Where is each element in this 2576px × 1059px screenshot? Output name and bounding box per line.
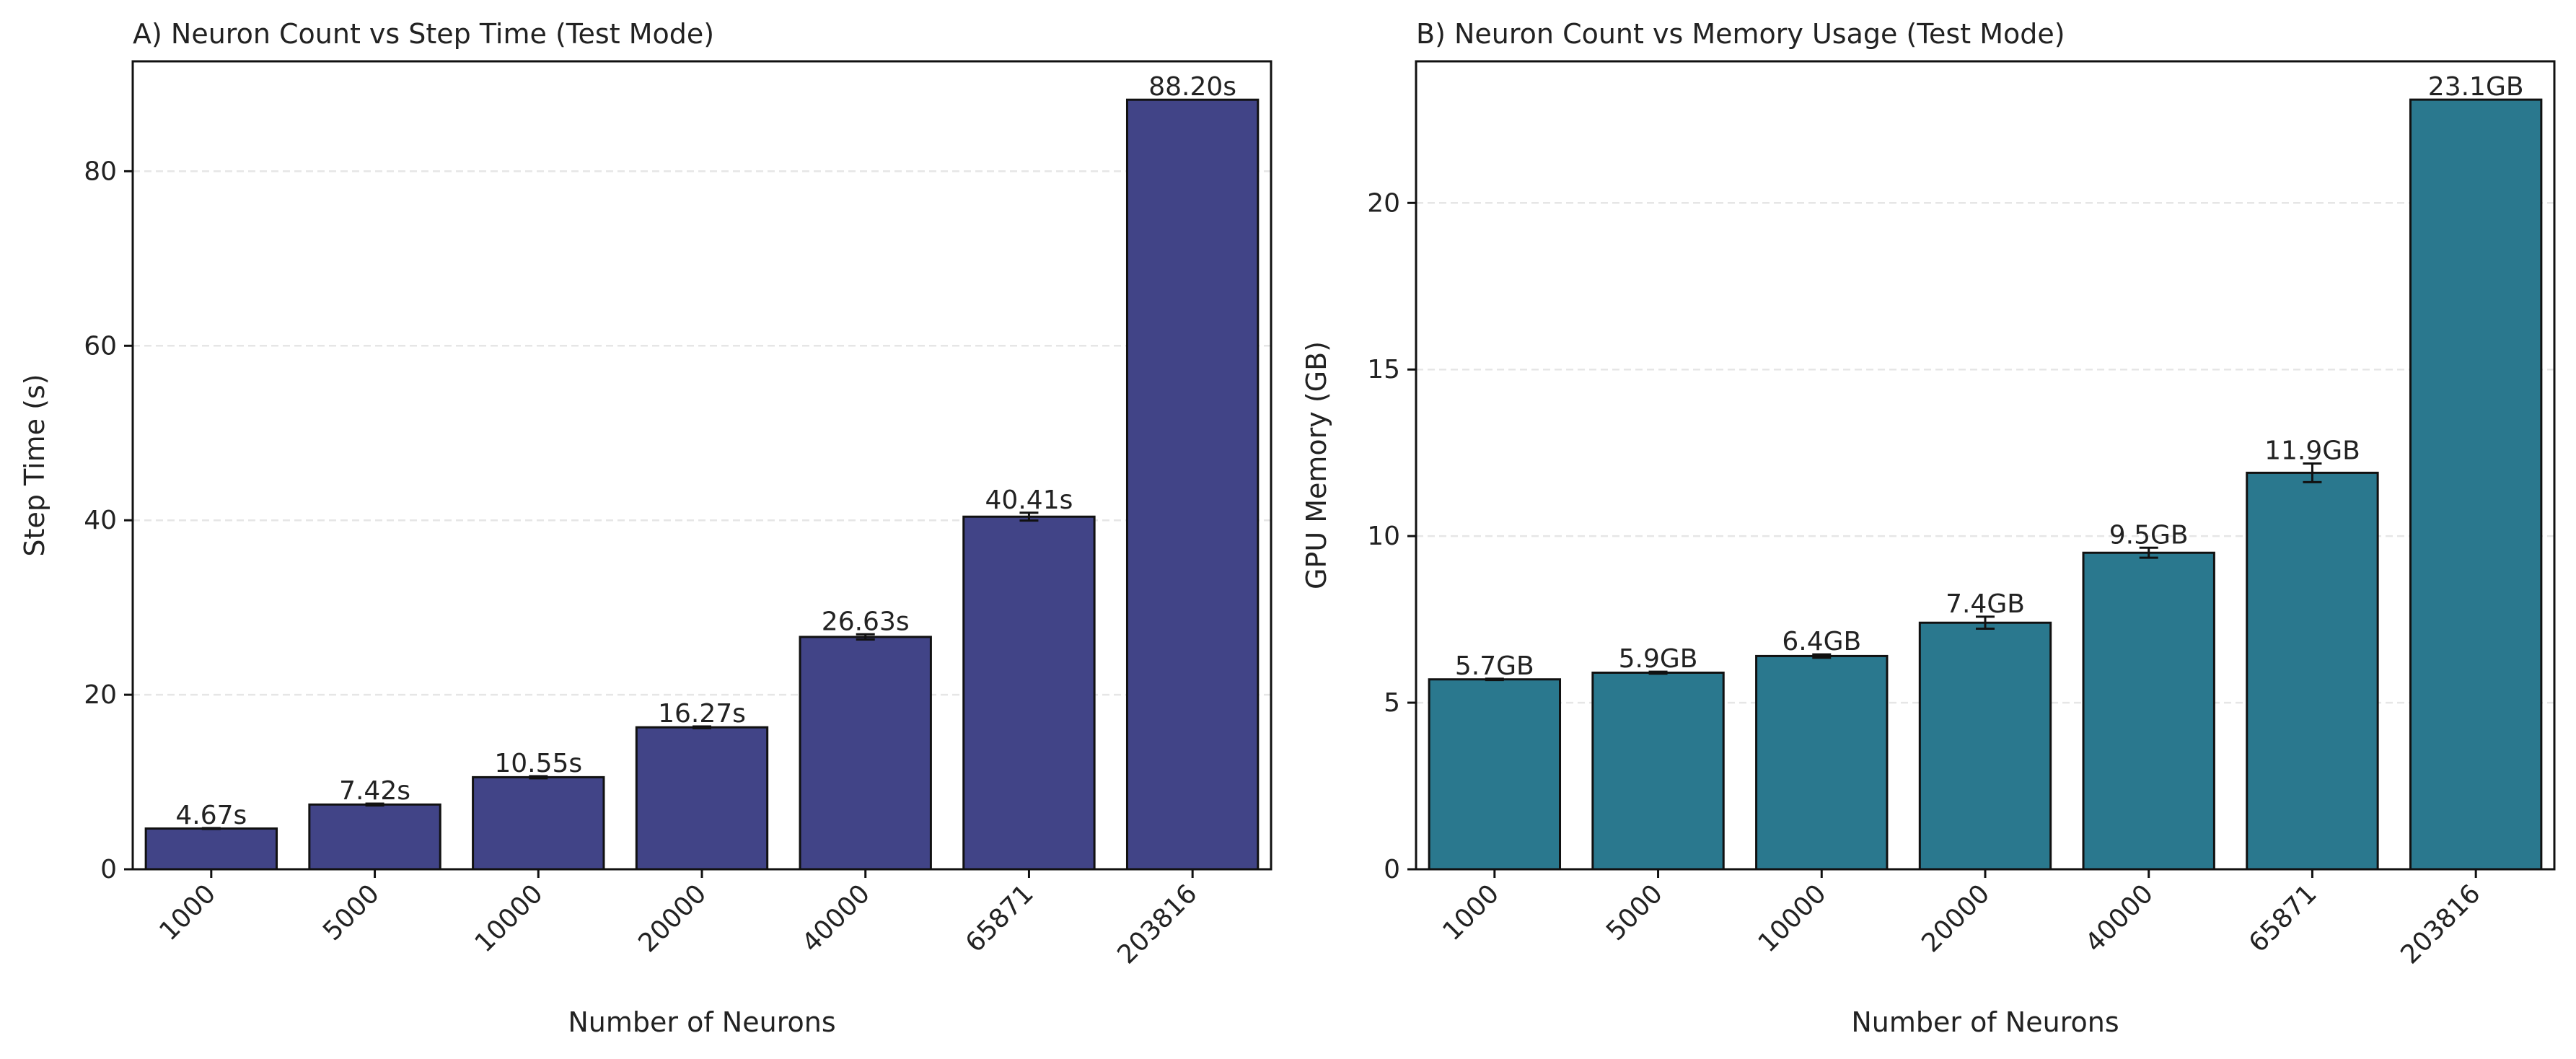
- x-tick-label: 65871: [960, 879, 1039, 958]
- bar: [1125, 98, 1260, 871]
- bar: [1428, 678, 1562, 871]
- chart-title: A) Neuron Count vs Step Time (Test Mode): [133, 18, 714, 50]
- y-tick-label: 0: [100, 855, 117, 884]
- x-tick-label: 1000: [154, 879, 221, 946]
- x-tick-label: 10000: [470, 879, 549, 958]
- x-tick-label: 1000: [1437, 879, 1505, 946]
- x-axis-label: Number of Neurons: [568, 1006, 835, 1038]
- data-label: 5.7GB: [1455, 651, 1534, 681]
- y-axis-label: Step Time (s): [19, 374, 50, 556]
- x-tick-label: 20000: [633, 879, 712, 958]
- bar: [472, 775, 605, 871]
- x-tick-label: 5000: [1601, 879, 1669, 946]
- chart-panel-a: 4.67s 1000 7.42s 5000 10.55s 10000 16.27s 20000…: [19, 18, 1272, 1038]
- data-label: 7.4GB: [1946, 589, 2025, 619]
- x-tick-label: 40000: [796, 879, 876, 958]
- y-tick-label: 20: [1367, 188, 1400, 218]
- data-label: 9.5GB: [2109, 520, 2189, 550]
- data-label: 4.67s: [175, 801, 247, 830]
- x-tick-label: 10000: [1753, 879, 1832, 958]
- bar: [1918, 621, 2052, 871]
- bar: [962, 515, 1096, 871]
- data-label: 23.1GB: [2428, 72, 2524, 102]
- bar: [1755, 654, 1889, 871]
- y-tick-label: 20: [84, 680, 117, 710]
- y-tick-label: 15: [1367, 355, 1400, 385]
- x-tick-label: 40000: [2080, 879, 2159, 958]
- data-label: 40.41s: [985, 485, 1073, 515]
- x-tick-label: 5000: [317, 879, 385, 946]
- bar: [799, 636, 932, 871]
- x-tick-label: 203816: [2395, 879, 2486, 970]
- bar: [308, 803, 441, 871]
- y-tick-label: 0: [1384, 855, 1400, 884]
- data-label: 26.63s: [822, 607, 910, 636]
- plot-frame: [131, 60, 1272, 871]
- chart-panel-b: 5.7GB 1000 5.9GB 5000 6.4GB 10000 7.4GB 20000 9.…: [1301, 18, 2556, 1038]
- data-label: 11.9GB: [2264, 436, 2360, 465]
- bar: [635, 726, 769, 871]
- x-axis-label: Number of Neurons: [1851, 1006, 2119, 1038]
- data-label: 6.4GB: [1782, 627, 1861, 656]
- y-tick-label: 40: [84, 506, 117, 535]
- bar: [2082, 551, 2215, 871]
- y-tick-label: 80: [84, 157, 117, 186]
- x-tick-label: 20000: [1916, 879, 1995, 958]
- y-tick-label: 10: [1367, 522, 1400, 551]
- bar: [2246, 471, 2379, 871]
- y-tick-label: 60: [84, 331, 117, 361]
- y-tick-label: 5: [1384, 688, 1400, 718]
- data-label: 10.55s: [494, 749, 582, 778]
- chart-title: B) Neuron Count vs Memory Usage (Test Mo…: [1416, 18, 2065, 50]
- data-label: 88.20s: [1148, 72, 1236, 102]
- x-tick-label: 203816: [1112, 879, 1203, 970]
- plot-frame: [1415, 60, 2556, 871]
- data-label: 5.9GB: [1619, 644, 1698, 674]
- bar: [2409, 98, 2543, 871]
- data-label: 16.27s: [658, 699, 746, 729]
- y-axis-label: GPU Memory (GB): [1301, 341, 1332, 589]
- data-label: 7.42s: [339, 776, 410, 806]
- bar: [144, 827, 278, 871]
- x-tick-label: 65871: [2243, 879, 2323, 958]
- bar: [1591, 672, 1725, 871]
